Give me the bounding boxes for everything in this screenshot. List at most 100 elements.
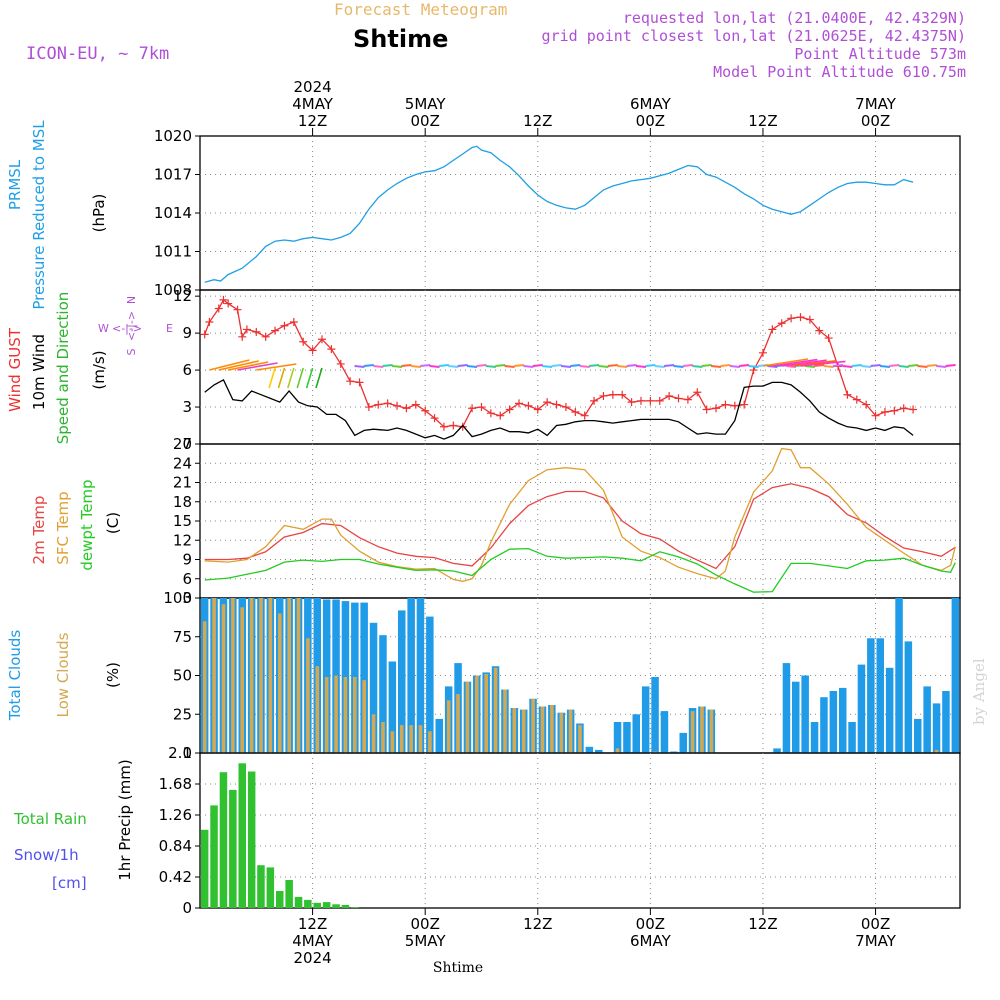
- wind-dir-label: Speed and Direction: [54, 292, 72, 445]
- y-tick-label: 12: [173, 531, 192, 549]
- low-cloud-bar: [212, 598, 216, 753]
- wind-direction-arrow: [898, 365, 909, 368]
- top-axis-label: 5MAY: [405, 95, 447, 113]
- bottom-axis-label: 12Z: [748, 915, 777, 933]
- top-axis-label: 12Z: [298, 112, 327, 130]
- bottom-axis-label: 00Z: [410, 915, 439, 933]
- total-cloud-bar: [379, 635, 387, 753]
- gust-point-marker: [618, 390, 627, 399]
- location-title: Shtime: [353, 25, 449, 53]
- total-cloud-bar: [435, 718, 443, 753]
- gust-point-marker: [439, 422, 448, 431]
- gust-point-marker: [805, 315, 814, 324]
- total-cloud-bar: [820, 697, 828, 753]
- total-cloud-bar: [416, 598, 425, 753]
- gust-point-marker: [552, 400, 561, 409]
- low-cloud-bar: [306, 638, 310, 753]
- temp-unit-label: (C): [104, 512, 122, 534]
- wind-direction-arrow: [800, 360, 846, 367]
- wind-direction-arrow: [645, 364, 656, 367]
- sfc-label: SFC Temp: [54, 491, 72, 564]
- low-clouds-label: Low Clouds: [54, 632, 72, 717]
- gust-point-marker: [590, 396, 599, 405]
- total-cloud-bar: [810, 722, 819, 753]
- gust-point-marker: [224, 299, 233, 308]
- low-cloud-bar: [334, 675, 338, 753]
- precip-bar: [276, 891, 284, 908]
- total-cloud-bar: [369, 622, 378, 753]
- wind-direction-arrow: [767, 365, 778, 368]
- y-tick-label: 100: [163, 589, 192, 607]
- y-tick-label: 0.42: [159, 868, 192, 886]
- y-tick-label: 25: [173, 705, 192, 723]
- gust-point-marker: [824, 334, 833, 343]
- low-cloud-bar: [390, 731, 395, 753]
- gust-point-marker: [505, 405, 514, 414]
- gust-point-marker: [219, 295, 228, 304]
- gust-point-marker: [242, 325, 251, 334]
- total-cloud-bar: [651, 677, 659, 753]
- total-cloud-bar: [773, 748, 781, 753]
- watermark: by Angel: [970, 658, 988, 725]
- wind-direction-arrow: [287, 367, 295, 389]
- model-altitude: Model Point Altitude 610.75m: [713, 63, 966, 81]
- total-cloud-bar: [914, 718, 922, 753]
- total-cloud-bar: [388, 661, 397, 753]
- top-axis-label: 6MAY: [630, 95, 672, 113]
- y-tick-label: 3: [182, 398, 192, 416]
- wind-direction-arrow: [823, 365, 834, 368]
- dewpt-label: dewpt Temp: [78, 479, 96, 570]
- y-tick-label: 9: [182, 551, 192, 569]
- gust-point-marker: [524, 401, 533, 410]
- precip-bar: [266, 867, 275, 908]
- wind-direction-arrow: [842, 365, 853, 368]
- gust-point-marker: [421, 406, 430, 415]
- gust-point-marker: [317, 335, 326, 344]
- low-cloud-bar: [475, 675, 479, 753]
- total-cloud-bar: [932, 703, 941, 753]
- total-cloud-bar: [923, 686, 931, 753]
- series-line-dewpt-temp: [204, 547, 956, 593]
- y-tick-label: 0: [182, 899, 192, 917]
- gust-point-marker: [477, 403, 486, 412]
- gust-point-marker: [271, 326, 280, 335]
- gust-point-marker: [468, 404, 477, 413]
- wind-direction-arrow: [710, 365, 722, 368]
- low-cloud-bar: [615, 748, 620, 753]
- gust-point-marker: [796, 313, 805, 322]
- gust-point-marker: [355, 378, 364, 387]
- y-tick-label: 12: [173, 287, 192, 305]
- y-tick-label: 6: [182, 570, 192, 588]
- precip-unit-label: 1hr Precip (mm): [116, 759, 134, 880]
- bottom-axis-label: 00Z: [861, 915, 890, 933]
- gust-point-marker: [533, 405, 542, 414]
- wind-direction-arrow: [256, 363, 297, 371]
- pressure-label: Pressure Reduced to MSL: [30, 120, 48, 310]
- gust-point-marker: [890, 406, 899, 415]
- low-cloud-bar: [353, 677, 357, 753]
- total-cloud-bar: [829, 691, 838, 753]
- wind-direction-arrow: [429, 365, 440, 368]
- total-cloud-bar: [407, 598, 415, 753]
- gust-point-marker: [702, 405, 711, 414]
- y-tick-label: 15: [173, 512, 192, 530]
- gust-point-marker: [458, 422, 467, 431]
- total-cloud-bar: [782, 663, 791, 753]
- bottom-axis-label: 2024: [293, 949, 331, 967]
- wind-direction-arrow: [296, 367, 304, 389]
- gust-label: Wind GUST: [6, 327, 24, 412]
- gust-point-marker: [496, 411, 505, 420]
- top-axis-label: 00Z: [410, 112, 439, 130]
- wind-direction-arrow: [889, 364, 900, 367]
- prmsl-label: PRMSL: [6, 159, 24, 210]
- low-cloud-bar: [324, 677, 329, 753]
- wind-direction-arrow: [617, 365, 628, 368]
- wind-direction-arrow: [438, 364, 450, 367]
- series-line-sfc-temp: [204, 447, 956, 582]
- low-cloud-bar: [531, 698, 535, 754]
- wind-direction-arrow: [926, 364, 937, 367]
- wind-direction-arrow: [739, 364, 750, 367]
- precip-bar: [210, 805, 218, 908]
- y-tick-label: 18: [173, 493, 192, 511]
- compass-east: E: [166, 322, 173, 335]
